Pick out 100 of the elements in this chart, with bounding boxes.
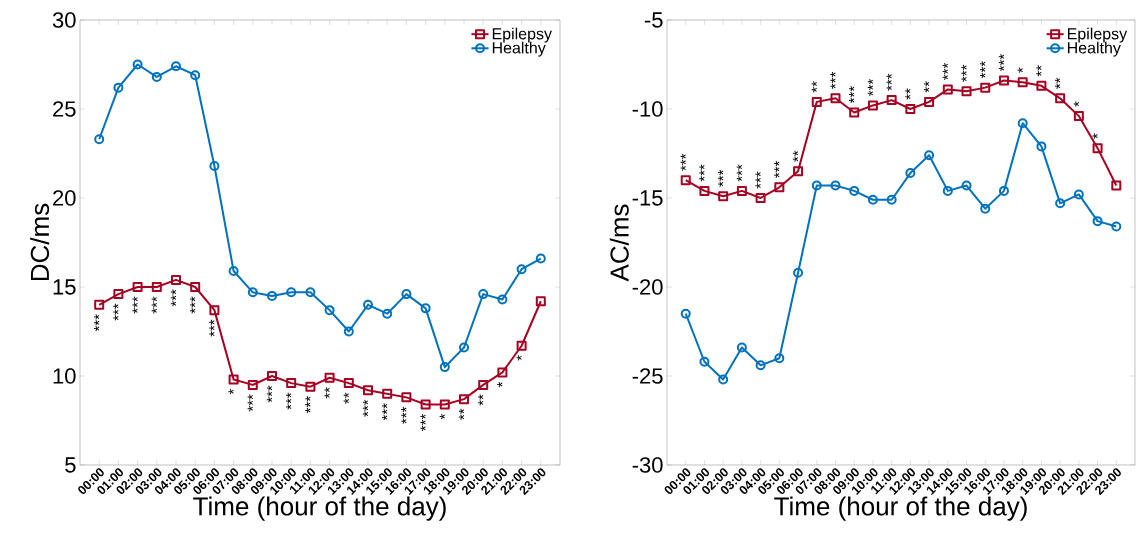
- point: [113, 289, 124, 300]
- point: [849, 107, 860, 118]
- point: [793, 166, 804, 177]
- annotation: ***: [132, 296, 138, 314]
- point: [324, 305, 335, 316]
- point: [516, 340, 527, 351]
- annotation: ***: [113, 303, 119, 321]
- point: [718, 191, 729, 202]
- point: [132, 59, 143, 70]
- y-tick-label: 15: [53, 279, 76, 295]
- annotation: ***: [961, 64, 967, 82]
- point: [680, 175, 691, 186]
- point: [190, 282, 201, 292]
- annotation: **: [343, 392, 349, 404]
- point: [94, 299, 105, 310]
- point: [363, 299, 373, 310]
- point: [286, 378, 297, 389]
- point: [1055, 93, 1066, 104]
- point: [905, 168, 916, 179]
- annotation: **: [478, 394, 484, 406]
- point: [867, 194, 878, 205]
- point: [363, 385, 373, 396]
- point: [1036, 141, 1047, 152]
- point: [755, 360, 766, 371]
- point: [905, 104, 916, 114]
- point: [439, 362, 450, 373]
- point: [998, 185, 1009, 196]
- point: [228, 265, 239, 276]
- point: [1017, 77, 1028, 88]
- annotation: ***: [94, 314, 100, 332]
- point: [132, 282, 143, 292]
- y-tick-label: 30: [52, 12, 76, 28]
- point: [190, 70, 201, 81]
- point: [1073, 189, 1084, 200]
- point: [382, 308, 393, 319]
- point: [736, 342, 747, 353]
- annotation: ***: [362, 399, 369, 417]
- point: [718, 374, 729, 385]
- point: [286, 287, 297, 298]
- annotation: *: [497, 381, 503, 388]
- point: [535, 296, 546, 307]
- annotation: ***: [382, 403, 388, 421]
- y-tick-label: 10: [53, 368, 76, 384]
- point: [267, 371, 277, 381]
- annotation: ***: [942, 62, 948, 80]
- annotation: ***: [190, 296, 196, 314]
- point: [343, 378, 354, 389]
- annotation: **: [923, 81, 930, 93]
- point: [830, 93, 841, 104]
- annotation: ***: [247, 394, 253, 412]
- point: [401, 392, 412, 403]
- point: [382, 388, 393, 399]
- point: [113, 82, 124, 93]
- point: [1092, 216, 1103, 227]
- y-tick-label: -15: [632, 190, 663, 206]
- point: [755, 193, 766, 203]
- point: [1073, 111, 1084, 122]
- annotation: ***: [305, 396, 311, 414]
- point: [497, 294, 508, 305]
- point: [305, 287, 316, 298]
- x-axis-title: Time (hour of the day): [193, 496, 446, 521]
- point: [774, 353, 785, 364]
- point: [401, 289, 412, 300]
- y-tick-label: -10: [632, 101, 663, 117]
- point: [228, 374, 239, 385]
- legend-label: Epilepsy: [1067, 27, 1128, 43]
- point: [998, 75, 1009, 86]
- annotation: ***: [774, 160, 780, 178]
- annotation: ***: [170, 289, 177, 307]
- point: [343, 326, 354, 337]
- point: [793, 267, 804, 278]
- point: [811, 96, 822, 107]
- point: [924, 96, 935, 107]
- point: [942, 185, 953, 196]
- legend-label: Healthy: [1067, 41, 1121, 57]
- point: [1036, 80, 1047, 91]
- point: [811, 180, 822, 191]
- point: [247, 287, 258, 298]
- point: [736, 185, 747, 196]
- y-tick-label: -30: [632, 457, 663, 473]
- point: [1055, 198, 1066, 209]
- point: [1111, 180, 1122, 191]
- annotation: ***: [286, 392, 292, 410]
- point: [867, 100, 878, 111]
- annotation: ***: [718, 169, 724, 187]
- y-tick-label: -20: [632, 279, 663, 295]
- annotation: **: [905, 88, 911, 100]
- annotation: ***: [980, 61, 986, 79]
- point: [961, 180, 972, 191]
- point: [151, 71, 162, 82]
- annotation: *: [228, 389, 234, 395]
- annotation: ***: [420, 413, 426, 431]
- annotation: *: [516, 355, 522, 361]
- point: [830, 180, 841, 191]
- point: [439, 399, 450, 410]
- y-tick-label: 5: [65, 457, 76, 473]
- point: [699, 356, 710, 367]
- point: [420, 399, 431, 410]
- point: [478, 289, 489, 300]
- point: [171, 274, 181, 285]
